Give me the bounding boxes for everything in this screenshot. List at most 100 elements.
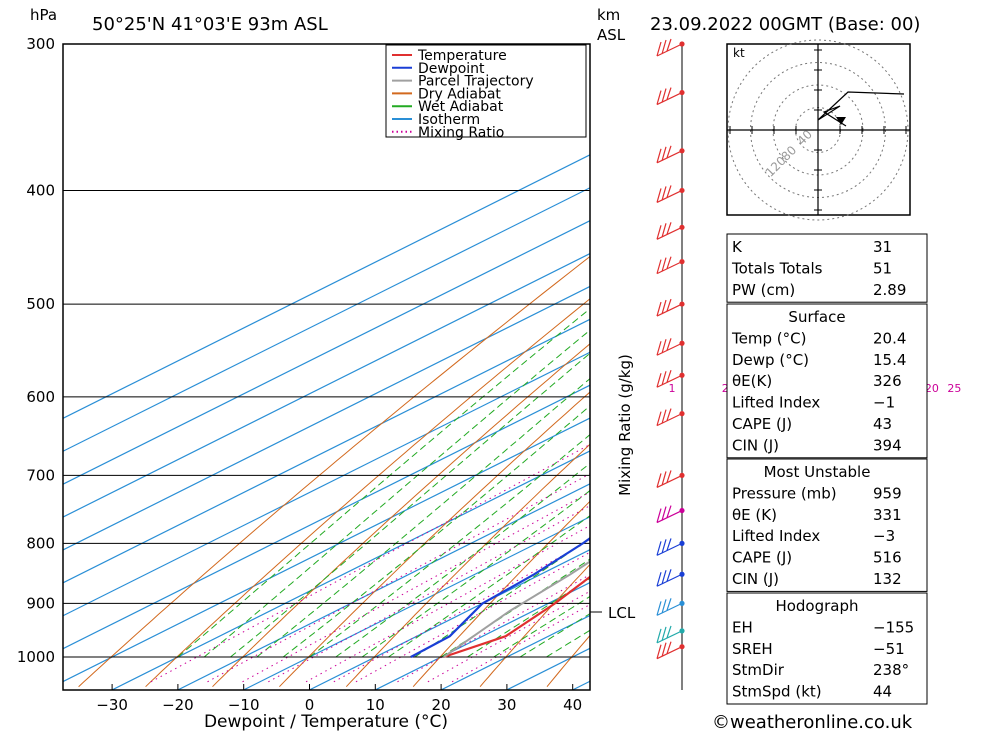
pressure-tick-label: 800 [26,534,55,552]
wind-barb [656,641,683,660]
wind-barb [656,598,683,616]
table-row-label: CIN (J) [732,570,779,588]
table-row-value: 331 [873,506,902,524]
table-row-value: −1 [873,394,895,412]
table-row-label: θE(K) [732,372,772,390]
table-row-value: 15.4 [873,351,906,369]
hpa-unit-label: hPa [30,6,57,24]
dry-adiabat-line [212,343,590,688]
mixing-ratio-label: 2 [722,382,729,395]
table-row-label: StmDir [732,661,785,679]
pressure-tick-label: 600 [26,388,55,406]
wind-barb [656,256,683,275]
wind-barb [656,505,683,524]
credit-text: ©weatheronline.co.uk [712,712,913,733]
hodograph-trace [817,91,905,127]
pressure-tick-label: 300 [26,35,55,53]
dry-adiabat-line [145,298,590,688]
wind-barb [656,298,683,317]
isotherm-line [63,187,590,452]
dry-adiabat-line [279,391,590,688]
dry-adiabat-line [948,27,1000,687]
table-row-value: 959 [873,484,902,502]
wind-barb-column [656,38,685,690]
x-tick-label: 20 [432,696,451,714]
datetime-title: 23.09.2022 00GMT (Base: 00) [650,14,920,35]
pressure-tick-label: 500 [26,295,55,313]
isotherm-line [177,483,590,690]
isotherm-line [63,351,590,617]
table-row-value: 2.89 [873,281,906,299]
parcel-trajectory [443,560,590,658]
legend-entry: Dewpoint [418,61,485,77]
x-tick-label: 10 [366,696,385,714]
table-row-value: 516 [873,549,902,567]
isotherm-line [63,384,590,650]
isotherm-line [63,417,590,683]
wet-adiabat-line [388,515,590,658]
temperature-tick-labels: −30 −20 −10 0 10 20 30 40 [96,684,582,714]
table-row-label: CAPE (J) [732,415,792,433]
dry-adiabat-line [412,500,590,688]
table-section-title: Most Unstable [764,463,871,481]
table-row-label: Lifted Index [732,527,820,545]
isotherm-line [111,450,590,690]
pressure-tick-label: 700 [26,466,55,484]
wind-barb [656,222,683,240]
wind-barb [656,38,683,57]
legend-entry: Isotherm [418,112,480,128]
isotherm-line [243,516,590,690]
wind-level-dot [679,148,685,154]
table-row-label: StmSpd (kt) [732,683,822,701]
wind-level-dot [679,224,685,230]
wind-barb [656,145,683,164]
table-row-value: −51 [873,640,905,658]
location-title: 50°25'N 41°03'E 93m ASL [92,14,328,35]
index-tables: K 31 Totals Totals 51 PW (cm) 2.89 Surface Temp… [726,233,928,705]
plot-frame [62,43,591,691]
dry-adiabat-line [345,443,590,688]
table-row-value: −3 [873,527,895,545]
table-row-label: Lifted Index [732,394,820,412]
mixing-ratio-line [207,473,590,683]
x-tick-label: −20 [162,696,194,714]
table-row-value: 394 [873,436,902,454]
table-row-value: 51 [873,259,892,277]
wind-barb [656,370,683,388]
table-row-value: 43 [873,415,892,433]
isotherm-line [63,219,590,485]
table-row-label: EH [732,618,753,636]
wet-adiabat-line [203,329,590,658]
legend-entry: Temperature [417,48,507,64]
wet-adiabat-line [282,405,590,658]
wind-barb [656,569,683,587]
diagram-background-lines [63,27,1000,690]
mixing-ratio-label: 25 [947,382,961,395]
x-tick-label: 0 [305,696,315,714]
isotherm-line [63,285,590,551]
legend-entry: Dry Adiabat [418,86,501,102]
wet-adiabat-line [309,433,590,658]
table-row-label: CAPE (J) [732,549,792,567]
temperature-profile [443,575,590,659]
wind-barb [656,185,683,204]
dewpoint-profile [410,536,590,658]
table-row-value: 31 [873,238,892,256]
table-row-label: Pressure (mb) [732,484,837,502]
mixing-ratio-label: 1 [668,382,675,395]
km-unit-label: km [597,6,620,24]
pressure-tick-label: 1000 [17,648,55,666]
mixing-ratio-label: 20 [925,382,939,395]
wind-level-dot [679,187,685,194]
legend-entry: Wet Adiabat [418,99,504,115]
table-row-value: 238° [873,661,909,679]
dry-adiabat-line [479,563,590,688]
wet-adiabat-line [256,377,590,658]
hodograph-unit: kt [733,46,745,60]
table-row-label: CIN (J) [732,436,779,454]
legend-entry: Mixing Ratio [418,125,504,141]
x-tick-label: −30 [96,696,128,714]
